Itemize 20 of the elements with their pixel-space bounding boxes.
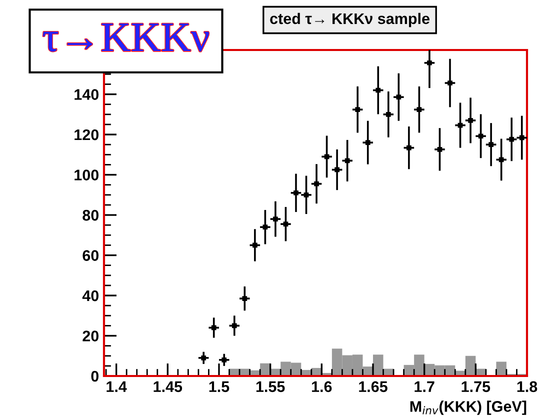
x-tick-label: 1.7 [414,381,434,392]
y-tick-label: 0 [91,370,99,382]
x-tick-label: 1.6 [312,381,332,392]
x-axis-title: M$_{inv}$(KKK) [GeV] [410,400,526,415]
y-tick-label: 80 [82,210,99,221]
x-tick-label: 1.4 [106,381,127,392]
y-tick-label: 40 [82,290,99,302]
y-tick-label: 120 [74,129,99,140]
chart-title: cted τ→ KKKν sample [270,12,430,28]
x-tick-label: 1.5 [209,381,230,392]
y-tick-label: 20 [82,330,99,342]
y-tick-label: 60 [82,250,99,261]
y-tick-label: 140 [74,89,99,100]
x-tick-label: 1.45 [154,381,182,392]
x-tick-label: 1.65 [359,381,388,392]
annotation: τ→KKKν [43,24,209,52]
x-tick-label: 1.55 [256,381,285,392]
x-tick-label: 1.8 [517,381,538,392]
x-tick-label: 1.75 [462,381,490,392]
y-tick-label: 100 [74,170,99,180]
